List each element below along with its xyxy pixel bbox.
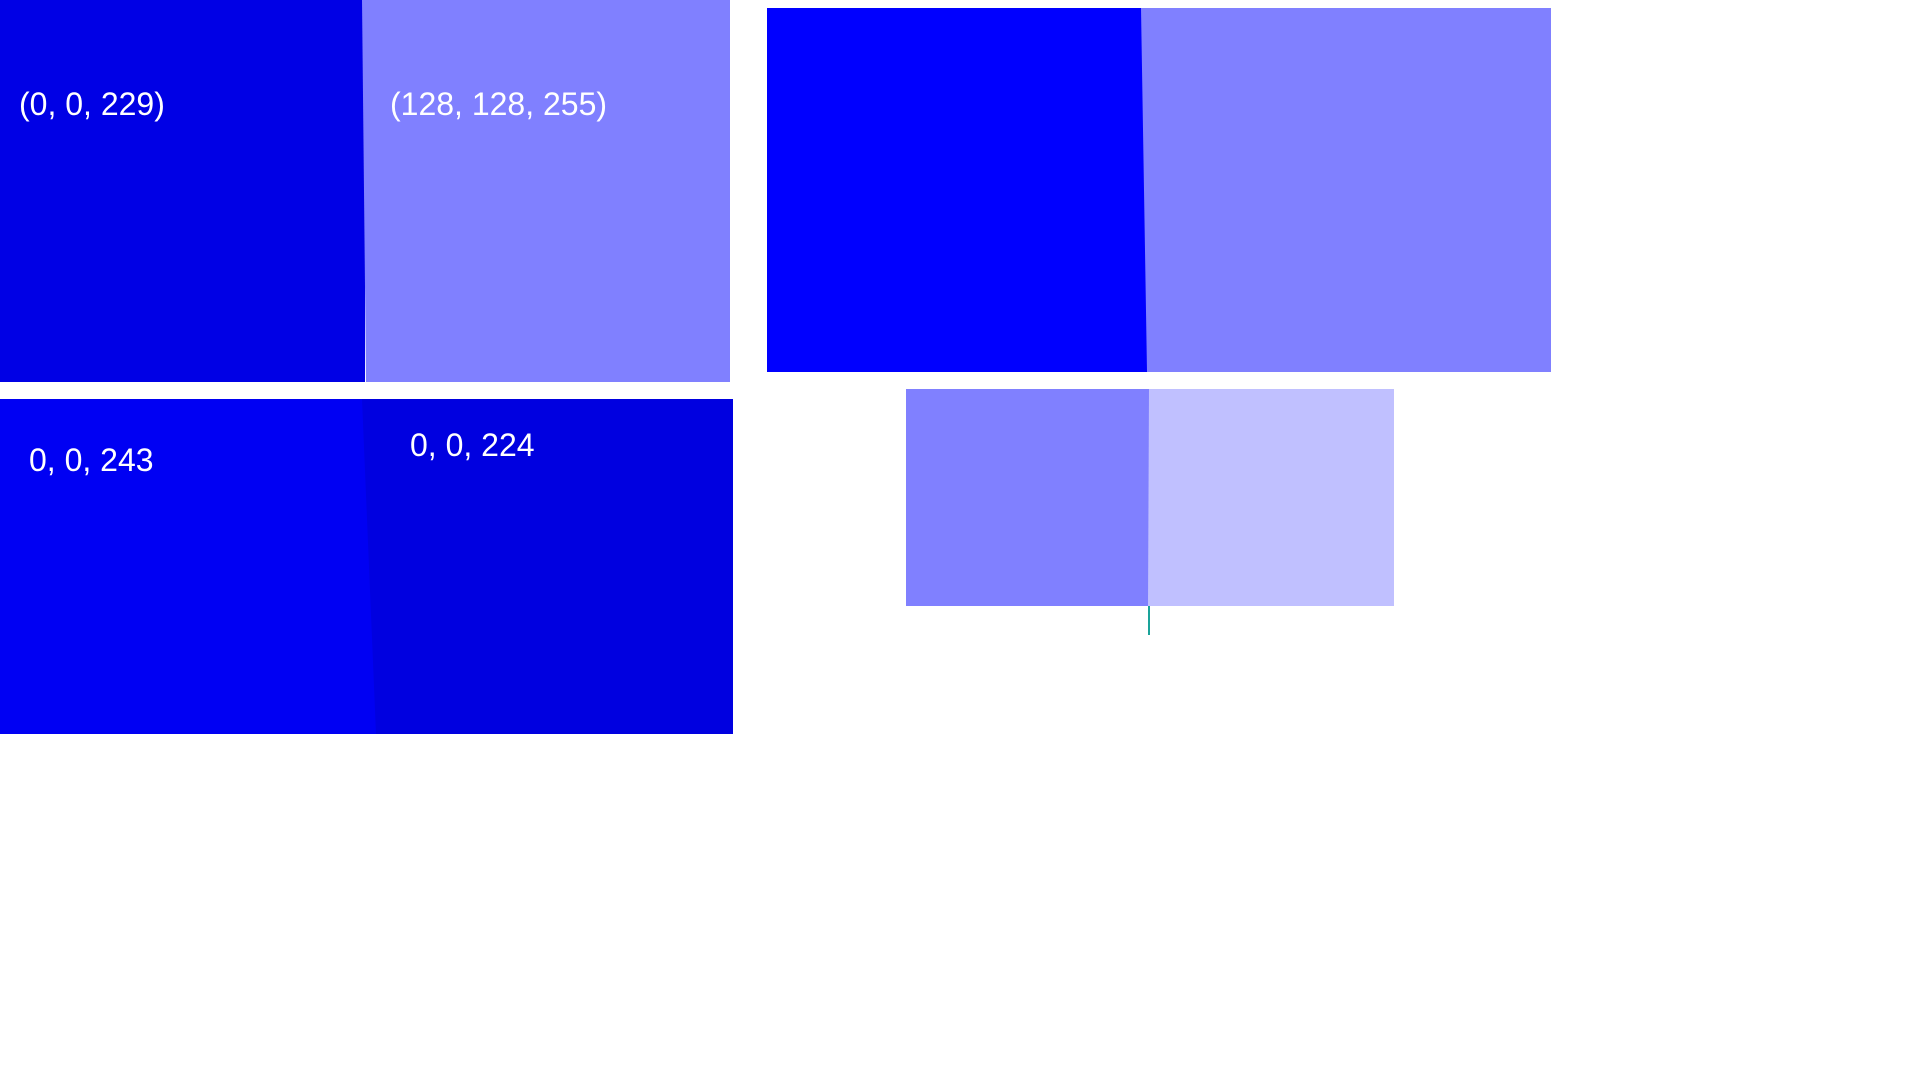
swatch-0-0-243 [0,399,380,734]
swatch-small-pale-blue [1148,389,1394,606]
swatch-label-0-0-243: 0, 0, 243 [29,442,154,478]
swatch-label-128-128-255: (128, 128, 255) [390,86,608,122]
swatch-small-light-blue [906,389,1150,606]
swatch-0-0-229 [0,0,365,382]
swatch-large-light-blue [1141,8,1551,372]
swatch-label-0-0-229: (0, 0, 229) [19,86,165,122]
swatch-label-0-0-224: 0, 0, 224 [410,427,535,463]
swatch-large-blue [767,8,1147,372]
swatch-0-0-224 [362,399,733,734]
text-cursor [1148,606,1150,635]
swatch-128-128-255 [362,0,730,382]
